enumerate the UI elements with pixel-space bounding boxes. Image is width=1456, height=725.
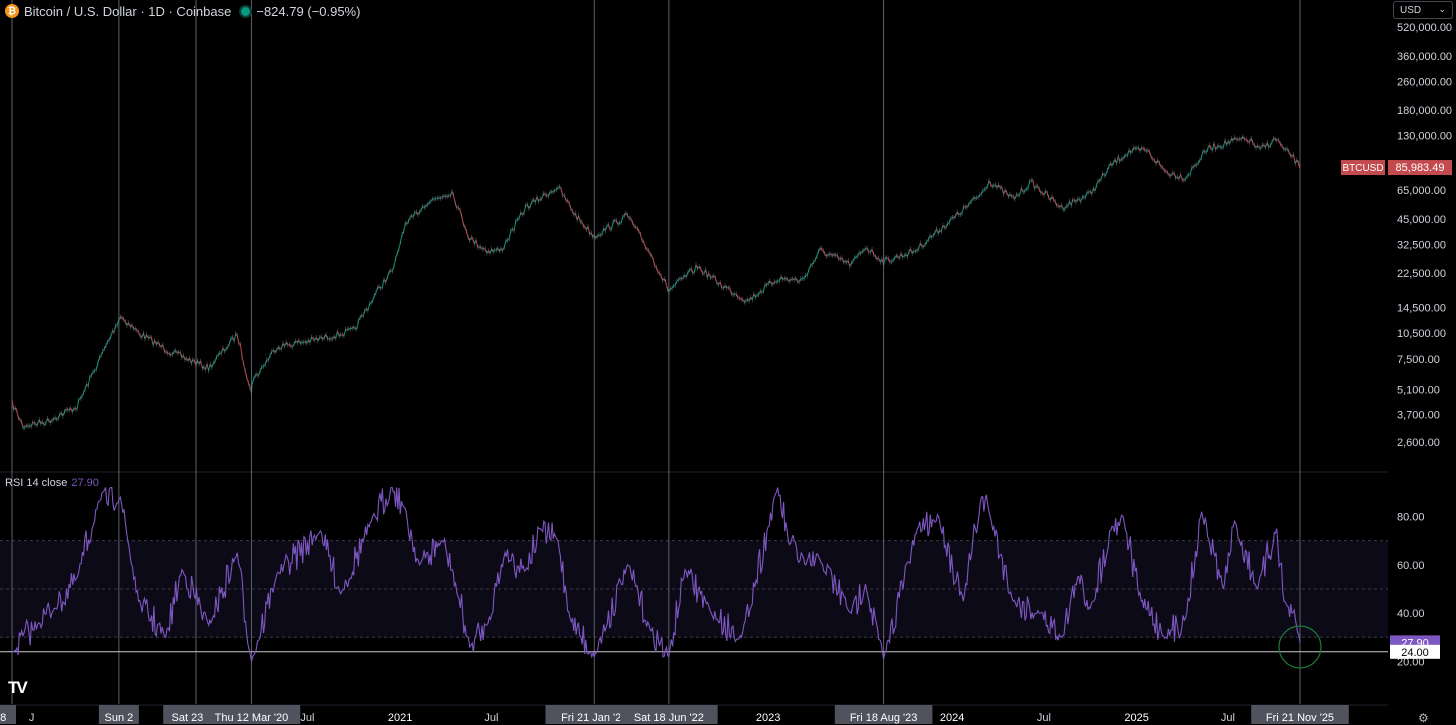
time-axis-label: Jul — [484, 712, 498, 724]
price-axis-tick: 14,500.00 — [1397, 303, 1446, 315]
price-axis-tick: 5,100.00 — [1397, 384, 1440, 396]
time-marker-label: Fri 21 Nov '25 — [1266, 712, 1334, 724]
time-marker-label: Sun 2 — [104, 712, 133, 724]
price-axis-tick: 32,500.00 — [1397, 239, 1446, 251]
rsi-axis-tick: 40.00 — [1397, 608, 1425, 620]
chevron-down-icon: ⌄ — [1438, 4, 1446, 15]
time-axis-label: 2025 — [1124, 712, 1148, 724]
rsi-axis-tick: 80.00 — [1397, 512, 1425, 524]
price-axis-tick: 360,000.00 — [1397, 51, 1452, 63]
rsi-header-label: RSI 14 close — [5, 477, 67, 489]
time-axis-label: 2023 — [756, 712, 780, 724]
rsi-header[interactable]: RSI 14 close 27.90 — [5, 477, 99, 489]
tradingview-logo[interactable]: TV — [8, 680, 34, 696]
price-axis-tick: 65,000.00 — [1397, 185, 1446, 197]
price-axis-tick: 7,500.00 — [1397, 354, 1440, 366]
symbol-header[interactable]: ₿ Bitcoin / U.S. Dollar · 1D · Coinbase … — [5, 3, 360, 19]
price-axis-tick: 520,000.00 — [1397, 22, 1452, 34]
price-change: −824.79 (−0.95%) — [256, 4, 360, 19]
time-axis-label: J — [29, 712, 35, 724]
time-marker-label: Fri 18 Aug '23 — [850, 712, 918, 724]
time-marker-label: 2 Nov '18 — [0, 712, 6, 724]
time-axis-label: Jul — [300, 712, 314, 724]
price-axis-tick: 180,000.00 — [1397, 105, 1452, 117]
price-axis-tick: 3,700.00 — [1397, 410, 1440, 422]
price-axis-tick: 45,000.00 — [1397, 214, 1446, 226]
price-axis-tick: 130,000.00 — [1397, 131, 1452, 143]
time-axis-label: 2021 — [388, 712, 412, 724]
time-axis-label: Jul — [1037, 712, 1051, 724]
currency-select[interactable]: USD ⌄ — [1393, 1, 1453, 19]
bitcoin-icon: ₿ — [5, 4, 19, 18]
price-axis-tick: 260,000.00 — [1397, 76, 1452, 88]
time-axis-label: Jul — [1221, 712, 1235, 724]
gear-icon[interactable]: ⚙ — [1418, 711, 1429, 725]
rsi-hline-label: 24.00 — [1401, 647, 1429, 659]
symbol-title: Bitcoin / U.S. Dollar · 1D · Coinbase — [24, 4, 231, 19]
price-symbol-label: BTCUSD — [1342, 163, 1383, 174]
price-value-label: 85,983.49 — [1396, 162, 1445, 174]
time-axis-label: 2024 — [940, 712, 964, 724]
rsi-header-value: 27.90 — [71, 477, 99, 489]
currency-value: USD — [1400, 5, 1421, 16]
price-axis-tick: 22,500.00 — [1397, 268, 1446, 280]
market-status-dot — [241, 7, 250, 16]
price-series — [12, 134, 1300, 430]
time-marker-label: Thu 12 Mar '20 — [215, 712, 289, 724]
price-axis-tick: 2,600.00 — [1397, 437, 1440, 449]
price-axis-tick: 10,500.00 — [1397, 328, 1446, 340]
time-marker-label: Sat 18 Jun '22 — [634, 712, 704, 724]
rsi-axis-tick: 60.00 — [1397, 560, 1425, 572]
time-marker-label: Fri 21 Jan '22 — [561, 712, 627, 724]
